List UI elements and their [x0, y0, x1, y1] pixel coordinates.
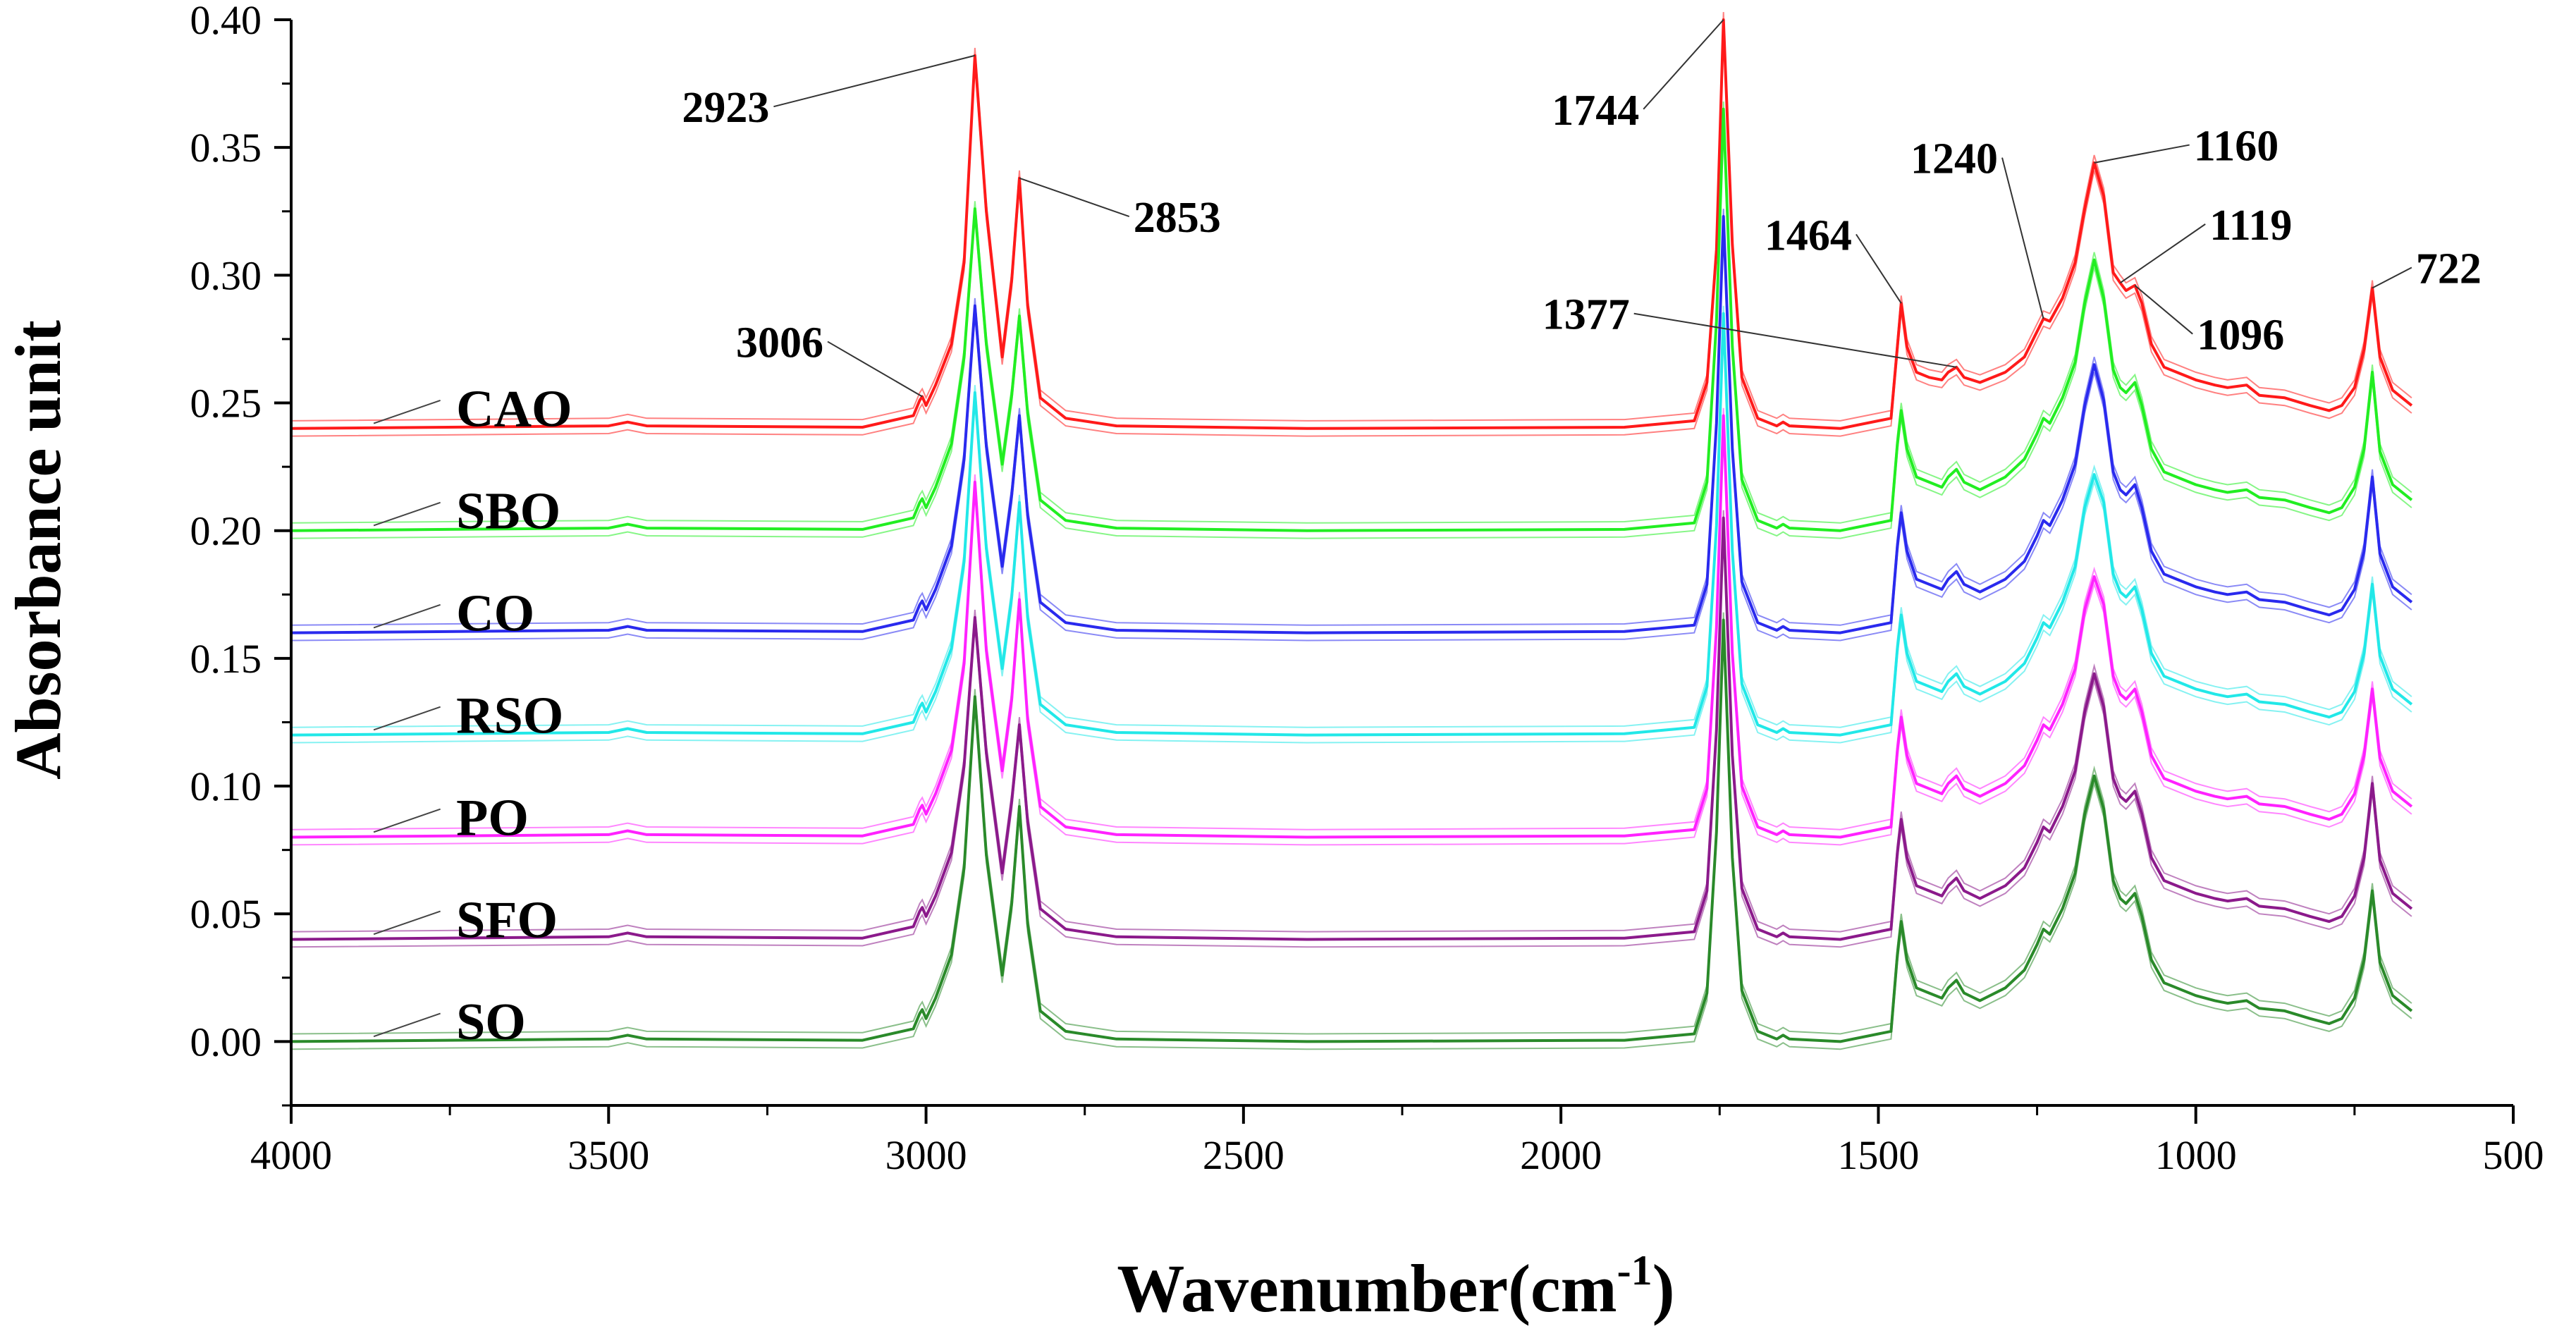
series-line — [290, 215, 2413, 634]
annotation-layer: CAO SBO CO RSO PO SFO SO 2923 2853 3006 1744 1464 13… — [373, 19, 2482, 1051]
peak-label-2853: 2853 — [1134, 194, 1221, 242]
x-tick-label: 1000 — [2155, 1132, 2237, 1178]
series-line — [290, 414, 2413, 839]
y-tick-label: 0.20 — [190, 508, 262, 554]
y-tick-label: 0.35 — [190, 125, 262, 171]
peak-leader-line — [2094, 144, 2190, 164]
series-label-cao: CAO — [456, 381, 572, 439]
series-rso — [290, 305, 2413, 744]
series-label-sbo: SBO — [456, 483, 560, 541]
peak-label-3006: 3006 — [736, 319, 823, 367]
series-label-rso: RSO — [456, 687, 563, 744]
series-label-so: SO — [456, 993, 526, 1051]
peak-leader-line — [2119, 223, 2206, 284]
series-label-leader — [373, 910, 441, 936]
series-label-leader — [373, 501, 441, 527]
peak-label-1744: 1744 — [1552, 87, 1639, 135]
y-tick-label: 0.30 — [190, 252, 262, 298]
x-axis-title-close: ) — [1652, 1251, 1675, 1326]
series-so — [290, 612, 2413, 1050]
peak-label-1119: 1119 — [2209, 202, 2292, 250]
peak-label-1464: 1464 — [1765, 211, 1852, 259]
series-label-leader — [373, 399, 441, 424]
peak-label-722: 722 — [2416, 245, 2482, 293]
series-label-po: PO — [456, 789, 529, 847]
x-tick-label: 2000 — [1520, 1132, 1602, 1178]
series-label-leader — [373, 808, 441, 833]
y-tick-label: 0.25 — [190, 381, 262, 427]
series-label-leader — [373, 603, 441, 629]
series-label-co: CO — [456, 584, 534, 642]
series-co — [290, 209, 2413, 642]
series-label-leader — [373, 1012, 441, 1038]
axis-layer: 4000 3500 3000 2500 2000 1500 1000 500 0.00 0.05 0… — [190, 0, 2544, 1178]
series-po — [290, 407, 2413, 846]
x-axis-title: Wavenumber(cm-1) — [1117, 1247, 1674, 1326]
series-sbo — [290, 101, 2413, 539]
series-label-leader — [373, 706, 441, 731]
series-line — [290, 618, 2413, 1043]
peak-leader-line — [1643, 19, 1724, 110]
x-tick-label: 3500 — [568, 1132, 649, 1178]
x-axis-title-main: Wavenumber(cm — [1117, 1251, 1617, 1326]
peak-label-1096: 1096 — [2197, 312, 2284, 360]
peak-label-1240: 1240 — [1910, 135, 1998, 183]
peak-leader-line — [1019, 177, 1130, 217]
peak-label-1377: 1377 — [1542, 291, 1630, 339]
y-tick-label: 0.05 — [190, 891, 262, 937]
x-tick-label: 4000 — [250, 1132, 332, 1178]
peak-leader-line — [2001, 157, 2044, 319]
series-layer — [290, 12, 2413, 1050]
peak-leader-line — [2134, 285, 2193, 335]
peak-leader-line — [1633, 312, 1957, 368]
y-tick-label: 0.40 — [190, 0, 262, 43]
series-replicate-line — [290, 627, 2412, 1050]
y-tick-label: 0.15 — [190, 636, 262, 682]
peak-leader-line — [773, 54, 976, 108]
x-axis-title-superscript: -1 — [1617, 1247, 1652, 1294]
y-tick-label: 0.10 — [190, 764, 262, 809]
series-line — [290, 107, 2413, 532]
peak-label-2923: 2923 — [682, 84, 769, 132]
x-tick-label: 1500 — [1837, 1132, 1919, 1178]
series-line — [290, 18, 2413, 430]
y-axis-title: Absorbance unit — [2, 320, 74, 780]
series-line — [290, 516, 2413, 941]
series-label-sfo: SFO — [456, 891, 558, 949]
y-tick-label: 0.00 — [190, 1019, 262, 1065]
peak-leader-line — [827, 341, 923, 398]
x-tick-label: 500 — [2483, 1132, 2544, 1178]
series-sfo — [290, 510, 2413, 948]
series-cao — [290, 12, 2413, 437]
x-tick-label: 2500 — [1203, 1132, 1284, 1178]
peak-leader-line — [2372, 266, 2412, 289]
peak-leader-line — [1856, 233, 1902, 304]
peak-label-1160: 1160 — [2194, 123, 2279, 171]
series-line — [290, 312, 2413, 737]
x-tick-label: 3000 — [885, 1132, 967, 1178]
